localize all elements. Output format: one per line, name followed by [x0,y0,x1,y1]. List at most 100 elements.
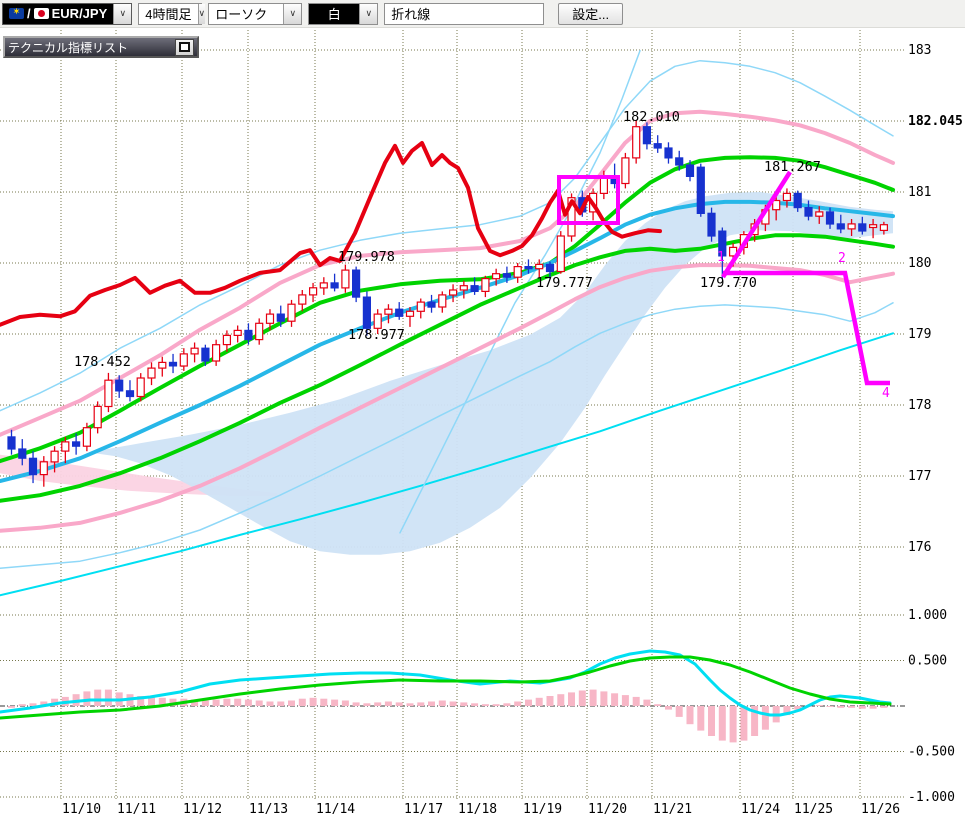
macd-histogram-bar [331,699,339,706]
macd-histogram-bar [783,706,791,716]
indicator-list-panel[interactable]: テクニカル指標リスト [3,36,199,58]
candle-body [287,303,296,322]
candle-body [104,379,113,408]
candle-body [675,157,684,166]
candle-body [858,223,867,232]
macd-histogram-bar [341,700,349,706]
macd-histogram-bar [223,698,231,706]
macd-histogram-bar [83,691,91,706]
candle-body [449,289,458,296]
drawing-tool-input[interactable]: 折れ線 [384,2,545,25]
timeframe-select[interactable]: 4時間足 ∨ [138,2,206,25]
macd-histogram-bar [557,694,565,706]
drawing-zigzag-line[interactable] [723,270,890,386]
y-axis-label: 1.000 [908,608,947,623]
x-axis-label: 11/14 [316,802,355,817]
price-annotation: 178.452 [74,354,131,370]
price-annotation: 178.977 [348,327,405,343]
candle-body [212,344,221,362]
candle-body [718,230,727,257]
drawing-rectangle[interactable] [557,175,620,225]
candle-body [879,224,889,231]
chevron-down-icon[interactable]: ∨ [197,3,206,24]
eu-flag-icon [9,7,24,19]
drawing-trend-line[interactable] [721,170,792,279]
macd-histogram-bar [94,689,102,706]
y-axis-label: 179 [908,327,931,342]
chevron-down-icon[interactable]: ∨ [113,3,132,24]
candle-body [255,322,264,341]
bb-lower3 [0,302,894,570]
x-axis-label: 11/18 [458,802,497,817]
macd-histogram-bar [417,702,425,706]
candle-body [427,301,436,308]
candle-body [244,329,253,341]
price-annotation: 181.267 [764,159,821,175]
macd-histogram-bar [848,706,856,708]
x-axis-label: 11/24 [741,802,780,817]
candle-body [71,441,81,447]
x-axis-label: 11/12 [183,802,222,817]
ma-long [0,332,894,597]
macd-histogram-bar [277,701,285,706]
x-axis-label: 11/13 [249,802,288,817]
symbol-select[interactable]: / EUR/JPY ∨ [2,2,133,25]
macd-histogram-bar [665,706,672,710]
candle-body [556,235,565,273]
candle-body [621,157,630,185]
macd-histogram-bar [460,702,468,706]
candle-body [136,377,145,398]
macd-histogram-bar [708,706,715,736]
macd-histogram-bar [51,698,59,706]
macd-histogram-bar [654,704,662,706]
candle-body [125,390,135,398]
candle-body [405,310,415,317]
japan-flag-icon [33,8,49,19]
candle-body [190,347,199,355]
macd-histogram-bar [212,699,220,706]
candle-body [804,207,813,217]
x-axis-label: 11/17 [404,802,443,817]
candle-body [7,436,16,450]
candle-body [653,143,662,149]
macd-histogram-bar [298,698,306,706]
chevron-down-icon[interactable]: ∨ [359,3,378,24]
macd-histogram-bar [363,703,371,706]
candle-body [319,282,328,289]
candle-body [341,269,350,289]
candle-body [793,192,802,209]
chart-type-select[interactable]: ローソク ∨ [208,2,303,25]
macd-histogram-bar [729,706,737,743]
settings-button[interactable]: 設定... [558,2,624,25]
macd-histogram-bar [471,703,479,706]
macd-histogram-bar [632,696,640,706]
chevron-down-icon[interactable]: ∨ [283,3,302,24]
restore-window-icon[interactable] [175,38,194,56]
bb-upper2 [0,109,895,437]
candle-body [470,285,479,293]
bb-lower2 [0,263,895,533]
macd-histogram-bar [611,693,619,706]
macd-histogram-bar [384,701,392,706]
macd-histogram-bar [858,706,866,709]
y-axis-label: 180 [908,256,931,271]
timeframe-label: 4時間足 [145,7,192,22]
candle-body [330,282,339,289]
chart-type-label: ローソク [215,7,268,22]
candle-body [265,313,275,324]
macd-histogram-bar [169,698,177,706]
macd-histogram-bar [148,696,155,706]
macd-histogram-bar [428,701,435,706]
macd-histogram-bar [589,689,597,706]
macd-histogram-bar [686,706,694,725]
candle-body [201,347,210,362]
macd-histogram-bar [837,706,845,708]
candle-body [362,296,371,329]
macd-histogram-bar [740,706,748,741]
candle-body [222,334,231,346]
x-axis-label: 11/25 [794,802,833,817]
macd-histogram-bar [525,699,532,706]
candle-color-select[interactable]: 白 ∨ [308,2,379,25]
